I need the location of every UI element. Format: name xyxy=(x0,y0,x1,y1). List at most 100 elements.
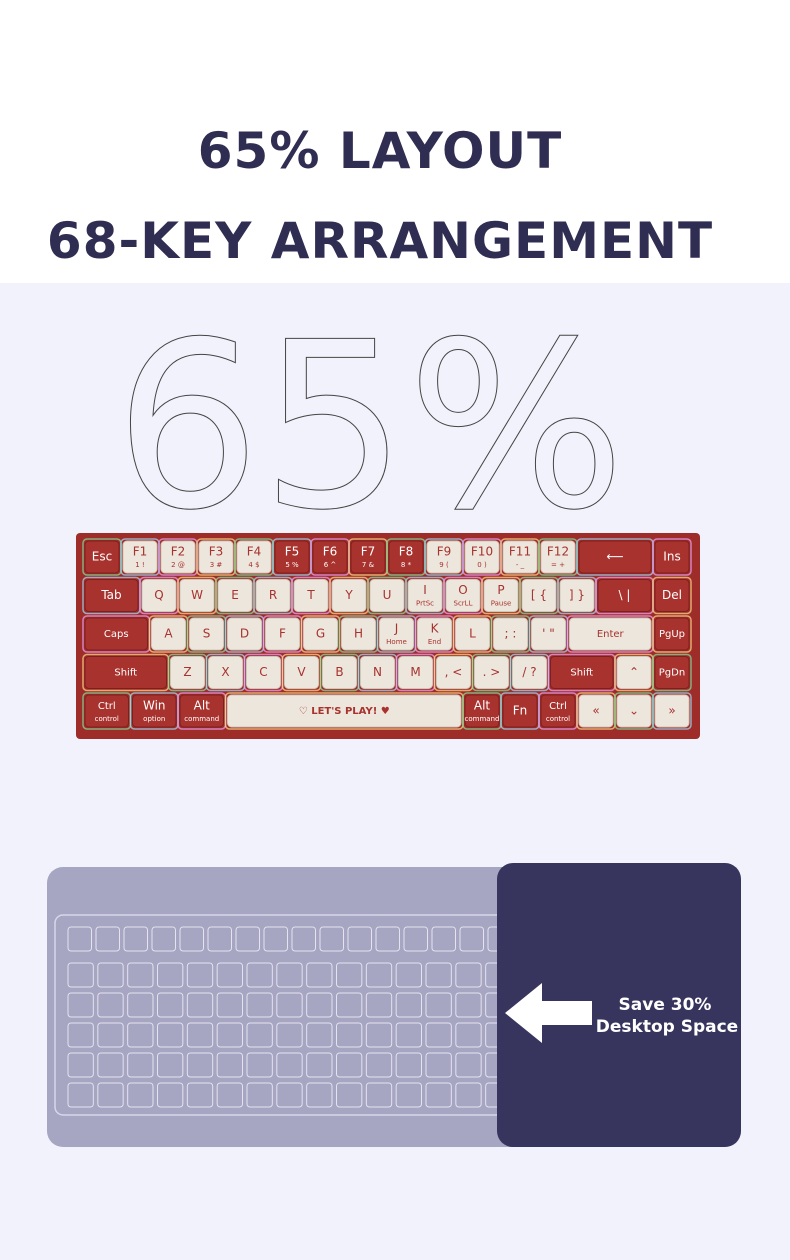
key-label: Y xyxy=(344,588,353,602)
outline-key xyxy=(365,1082,393,1108)
outline-key xyxy=(67,1052,94,1078)
outline-key xyxy=(246,1082,273,1108)
keycap xyxy=(369,579,405,612)
illustration: 65% Esc F1 1 ! F2 2 @ F3 3 # F4 4 $ F5 5 % F6 6 ^ F7 7… xyxy=(0,283,790,1260)
key-label: Caps xyxy=(104,629,129,640)
outline-key xyxy=(319,926,344,952)
keycap xyxy=(246,656,281,689)
outline-key xyxy=(455,1082,482,1108)
key-sublabel: option xyxy=(143,715,165,723)
outline-key xyxy=(67,1082,94,1108)
outline-key xyxy=(375,926,400,952)
outline-key xyxy=(395,1082,422,1108)
key-glow xyxy=(652,615,692,653)
key-label: Alt xyxy=(194,699,211,713)
keycap xyxy=(654,617,690,651)
key-label: Ins xyxy=(663,550,680,564)
key-label: D xyxy=(240,627,249,641)
key-label: F4 xyxy=(247,545,262,559)
key-label: F8 xyxy=(399,545,414,559)
key-label: ⌄ xyxy=(629,704,639,718)
outline-key xyxy=(127,1022,154,1048)
key-sublabel: - _ xyxy=(516,561,525,569)
outline-key xyxy=(276,962,303,988)
key-label: C xyxy=(259,665,267,679)
keycap xyxy=(293,579,329,612)
outline-key xyxy=(395,1052,422,1078)
arrow xyxy=(505,983,592,1043)
key-label: I xyxy=(423,583,427,597)
key-label: Z xyxy=(183,665,191,679)
key-label: . > xyxy=(483,665,501,679)
keycap xyxy=(151,617,186,651)
outline-key xyxy=(425,1022,452,1048)
keycap xyxy=(654,656,690,689)
key-label: S xyxy=(203,627,211,641)
outline-key xyxy=(365,992,393,1018)
outline-key xyxy=(336,1052,363,1078)
keycap xyxy=(255,579,291,612)
outline-key xyxy=(395,992,422,1018)
outline-key xyxy=(216,1052,244,1078)
keycap xyxy=(189,617,224,651)
keycap xyxy=(493,617,528,651)
keycap xyxy=(284,656,319,689)
outline-key xyxy=(395,1022,422,1048)
outline-key xyxy=(306,962,333,988)
key-label: K xyxy=(431,622,440,636)
outline-key xyxy=(127,962,154,988)
key-sublabel: 8 * xyxy=(401,561,412,569)
key-label: F9 xyxy=(437,545,452,559)
keycap xyxy=(84,540,120,574)
keycap xyxy=(464,694,500,728)
key-label: R xyxy=(269,588,277,602)
outline-key xyxy=(276,1022,303,1048)
keycap xyxy=(483,579,519,612)
outline-key xyxy=(127,992,154,1018)
key-label: ⟵ xyxy=(606,550,623,564)
keycap xyxy=(398,656,433,689)
keycap xyxy=(84,656,167,689)
keycap xyxy=(654,579,690,612)
key-label: F3 xyxy=(209,545,224,559)
key-label: G xyxy=(316,627,325,641)
key-sublabel: 3 # xyxy=(210,561,223,569)
outline-key xyxy=(67,992,94,1018)
keycap xyxy=(512,656,547,689)
outline-key xyxy=(425,992,452,1018)
keyboard: Esc F11 !F22 @F33 #F44 $F55 %F66 ^F77 &F8… xyxy=(82,538,692,730)
keycap xyxy=(350,540,386,574)
outline-key xyxy=(365,1052,393,1078)
outline-key xyxy=(216,1082,244,1108)
keycap xyxy=(616,656,652,689)
key-sublabel: control xyxy=(95,715,119,723)
keycap xyxy=(122,540,158,574)
outline-key xyxy=(186,962,214,988)
key-label: Win xyxy=(143,699,166,713)
keycap xyxy=(322,656,357,689)
outline-key xyxy=(306,992,333,1018)
outline-key xyxy=(306,1022,333,1048)
outline-key xyxy=(127,1082,154,1108)
key-label: F11 xyxy=(509,545,531,559)
key-label: M xyxy=(410,665,420,679)
key-label: J xyxy=(394,622,399,636)
outline-key xyxy=(291,926,316,952)
outline-key xyxy=(157,962,184,988)
key-label: F2 xyxy=(171,545,186,559)
outline-key xyxy=(157,992,184,1018)
keycap xyxy=(464,540,500,574)
key-sublabel: 5 % xyxy=(285,561,299,569)
outline-key xyxy=(425,962,452,988)
outline-key xyxy=(336,962,363,988)
key-label: ⌃ xyxy=(629,665,639,679)
keycap xyxy=(331,579,367,612)
keycap xyxy=(160,540,196,574)
key-label: Q xyxy=(154,588,163,602)
keycap xyxy=(654,540,690,574)
keycap xyxy=(208,656,243,689)
outline-key xyxy=(67,1022,94,1048)
keycap xyxy=(502,540,538,574)
key-label: F5 xyxy=(285,545,300,559)
